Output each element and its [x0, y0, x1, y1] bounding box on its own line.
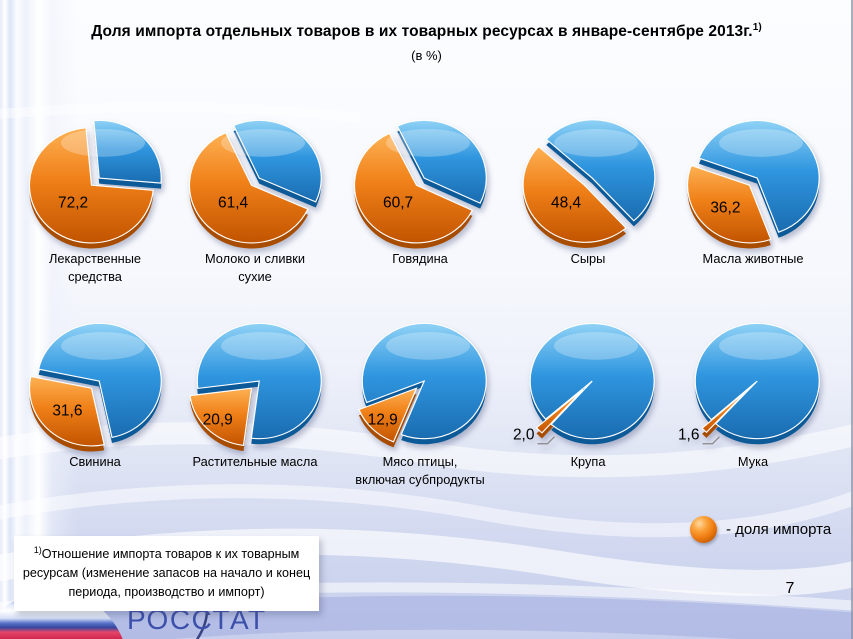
value-callout-line — [537, 436, 555, 445]
pie-value-label: 48,4 — [551, 194, 582, 211]
pie-chart: 1,6 — [678, 322, 820, 445]
title-block: Доля импорта отдельных товаров в их това… — [0, 22, 853, 63]
pie-slice-import — [535, 389, 584, 434]
slide-title-text: Доля импорта отдельных товаров в их това… — [91, 23, 753, 41]
value-callout-line — [702, 436, 720, 445]
slide-title: Доля импорта отдельных товаров в их това… — [0, 22, 853, 41]
pie-gloss-highlight — [719, 331, 803, 360]
pie-slice-other — [545, 119, 656, 222]
pie-gloss-highlight — [61, 331, 145, 360]
pie-gloss-highlight — [386, 128, 470, 157]
pie-slice-other — [37, 322, 162, 439]
pie-label: Масла животные — [702, 251, 804, 266]
pie-gloss-highlight — [221, 128, 305, 157]
footnote-text: Отношение импорта товаров к их товарным … — [22, 547, 311, 599]
pie-slice-other — [698, 119, 820, 233]
slide-subtitle: (в %) — [411, 48, 442, 64]
pie-gloss-highlight — [554, 128, 638, 157]
pie-chart: 12,9 — [358, 322, 487, 448]
pie-slice-import — [686, 164, 772, 244]
pie-gloss-highlight — [61, 128, 145, 157]
pie-label: Растительные масла — [192, 454, 318, 469]
pie-value-label: 12,9 — [368, 412, 398, 429]
slide-right-edge — [851, 0, 853, 639]
pie-slice-import — [189, 387, 253, 447]
pie-slice-other — [694, 322, 820, 440]
pie-slice-import — [28, 127, 154, 244]
pie-slice-other — [196, 322, 322, 440]
pie-slice-other — [396, 119, 487, 204]
pie-value-label: 60,7 — [383, 194, 413, 211]
pie-slice-other — [93, 119, 162, 184]
pie-slice-import — [701, 389, 749, 434]
pie-value-label: 61,4 — [218, 194, 249, 211]
pie-slice-other — [232, 119, 322, 203]
pie-gloss-highlight — [221, 331, 305, 360]
pie-chart: 61,4 — [188, 119, 322, 249]
pie-value-label: 36,2 — [710, 200, 740, 217]
pie-chart: 2,0 — [513, 322, 655, 445]
pie-gloss-highlight — [554, 331, 638, 360]
pie-chart: 60,7 — [353, 119, 487, 249]
pie-slice-import — [353, 132, 474, 244]
pie-chart: 48,4 — [522, 119, 656, 248]
pie-gloss-highlight — [719, 128, 803, 157]
pie-slice-import — [188, 132, 309, 244]
pie-slice-import — [522, 145, 627, 243]
page-number: 7 — [785, 580, 795, 597]
legend-label: - доля импорта — [726, 521, 832, 538]
pie-value-label: 2,0 — [513, 427, 535, 444]
pie-chart: 72,2 — [28, 119, 162, 249]
pie-slice-other — [361, 322, 487, 440]
pie-label: Мясо птицы, включая субпродукты — [355, 454, 485, 487]
pie-label: Мука — [737, 454, 769, 469]
pie-value-label: 20,9 — [203, 412, 233, 429]
pie-label: Свинина — [69, 454, 121, 469]
pie-value-label: 72,2 — [58, 194, 88, 211]
pie-chart: 31,6 — [28, 322, 162, 452]
orange-sphere-icon — [690, 516, 717, 543]
pie-label: Крупа — [570, 454, 606, 469]
pie-slice-import — [28, 375, 105, 447]
pie-value-label: 1,6 — [678, 427, 700, 444]
pie-value-label: 31,6 — [52, 403, 82, 420]
pie-label: Говядина — [392, 251, 448, 266]
slide-title-footnote-mark: 1) — [752, 22, 762, 33]
pie-label: Сыры — [570, 251, 606, 266]
pie-slice-import — [358, 387, 418, 443]
pie-label: Лекарственные средства — [48, 251, 142, 284]
footnote-mark: 1) — [33, 545, 42, 555]
footnote-box: 1)Отношение импорта товаров к их товарны… — [14, 536, 319, 611]
legend: - доля импорта — [690, 516, 831, 543]
pie-chart: 36,2 — [686, 119, 820, 249]
pie-label: Молоко и сливки сухие — [204, 251, 306, 284]
pie-gloss-highlight — [386, 331, 470, 360]
pie-slice-other — [529, 322, 655, 440]
pie-chart: 20,9 — [189, 322, 322, 452]
